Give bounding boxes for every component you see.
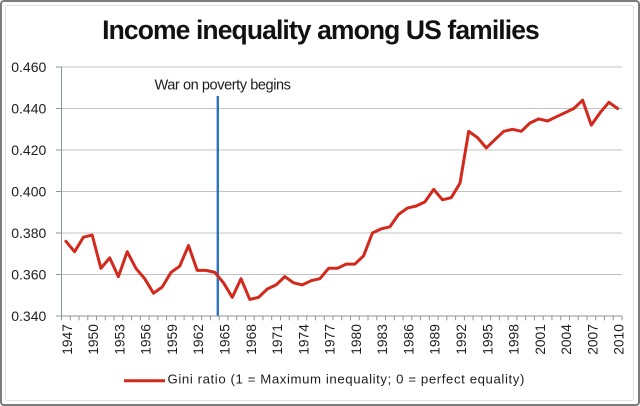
svg-text:2010: 2010 [612,324,627,355]
svg-text:0.340: 0.340 [11,308,46,324]
svg-text:1959: 1959 [165,324,180,355]
svg-text:1998: 1998 [507,324,522,355]
svg-text:1986: 1986 [401,324,416,355]
svg-text:1950: 1950 [86,324,101,355]
svg-text:1989: 1989 [428,324,443,355]
svg-text:1995: 1995 [480,324,495,355]
svg-text:0.400: 0.400 [11,183,46,199]
svg-text:2004: 2004 [559,324,574,355]
svg-text:1971: 1971 [270,324,285,355]
svg-text:0.440: 0.440 [11,100,46,116]
svg-text:Gini ratio (1 = Maximum inequa: Gini ratio (1 = Maximum inequality; 0 = … [168,372,525,387]
svg-text:0.380: 0.380 [11,225,46,241]
svg-text:1983: 1983 [375,324,390,355]
svg-text:2007: 2007 [585,324,600,355]
svg-text:0.420: 0.420 [11,142,46,158]
svg-text:1968: 1968 [244,324,259,355]
svg-text:Income inequality among US fam: Income inequality among US families [102,15,539,45]
svg-text:1965: 1965 [218,324,233,355]
svg-text:1992: 1992 [454,324,469,355]
svg-text:1947: 1947 [60,324,75,355]
svg-text:1980: 1980 [349,324,364,355]
svg-text:0.360: 0.360 [11,266,46,282]
svg-text:1953: 1953 [112,324,127,355]
svg-text:1956: 1956 [139,324,154,355]
svg-text:1977: 1977 [323,324,338,355]
svg-text:1974: 1974 [296,324,311,355]
svg-text:War on poverty begins: War on poverty begins [154,78,290,94]
svg-text:2001: 2001 [533,324,548,355]
svg-text:1962: 1962 [191,324,206,355]
svg-text:0.460: 0.460 [11,59,46,75]
